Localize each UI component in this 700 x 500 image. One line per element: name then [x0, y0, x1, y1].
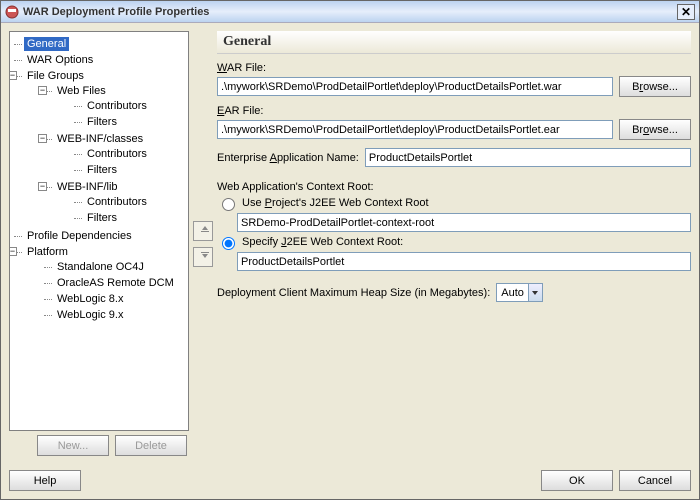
tree-node-filters[interactable]: Filters — [70, 162, 188, 178]
tree-node-webinf-classes[interactable]: −WEB-INF/classes Contributors Filters — [40, 131, 188, 179]
browse-war-button[interactable]: Browse... — [619, 76, 691, 97]
war-file-label: WAR File: — [217, 62, 691, 74]
cancel-button[interactable]: Cancel — [619, 470, 691, 491]
ent-app-input[interactable] — [365, 148, 691, 167]
ear-file-label: EAR File: — [217, 105, 691, 117]
tree-node-standalone-oc4j[interactable]: Standalone OC4J — [40, 259, 188, 275]
war-file-input[interactable] — [217, 77, 613, 96]
tree-node-filters[interactable]: Filters — [70, 210, 188, 226]
tree-node-contributors[interactable]: Contributors — [70, 146, 188, 162]
radio-use-project[interactable] — [222, 198, 235, 211]
specify-context-input[interactable] — [237, 252, 691, 271]
tree-node-general[interactable]: General — [10, 36, 188, 52]
heap-label: Deployment Client Maximum Heap Size (in … — [217, 287, 490, 299]
ent-app-label: Enterprise Application Name: — [217, 152, 359, 164]
help-button[interactable]: Help — [9, 470, 81, 491]
tree-node-profile-dependencies[interactable]: Profile Dependencies — [10, 228, 188, 244]
arrow-up-icon — [200, 224, 210, 234]
move-down-button[interactable] — [193, 247, 213, 267]
project-context-value — [237, 213, 691, 232]
new-button[interactable]: New... — [37, 435, 109, 456]
titlebar: WAR Deployment Profile Properties ✕ — [1, 1, 699, 23]
tree-node-webinf-lib[interactable]: −WEB-INF/lib Contributors Filters — [40, 179, 188, 227]
collapse-icon[interactable]: − — [9, 71, 17, 80]
browse-ear-button[interactable]: Browse... — [619, 119, 691, 140]
tree-node-contributors[interactable]: Contributors — [70, 194, 188, 210]
app-icon — [5, 5, 19, 19]
collapse-icon[interactable]: − — [38, 182, 47, 191]
context-root-label: Web Application's Context Root: — [217, 181, 691, 193]
radio-use-project-label: Use Project's J2EE Web Context Root — [242, 197, 429, 209]
arrow-down-icon — [200, 250, 210, 260]
close-button[interactable]: ✕ — [677, 4, 695, 20]
delete-button[interactable]: Delete — [115, 435, 187, 456]
reorder-buttons — [193, 31, 213, 456]
tree-footer: New... Delete — [9, 431, 189, 456]
collapse-icon[interactable]: − — [9, 247, 17, 256]
tree-node-weblogic8[interactable]: WebLogic 8.x — [40, 291, 188, 307]
radio-specify-label: Specify J2EE Web Context Root: — [242, 236, 403, 248]
dialog-body: General WAR Options −File Groups −Web Fi… — [1, 23, 699, 464]
heap-size-value: Auto — [497, 287, 528, 299]
tree-node-filters[interactable]: Filters — [70, 114, 188, 130]
dialog-footer: Help OK Cancel — [1, 464, 699, 499]
tree-node-oracleas-dcm[interactable]: OracleAS Remote DCM — [40, 275, 188, 291]
radio-specify[interactable] — [222, 237, 235, 250]
heap-size-combo[interactable]: Auto — [496, 283, 543, 302]
collapse-icon[interactable]: − — [38, 86, 47, 95]
window-title: WAR Deployment Profile Properties — [23, 6, 677, 18]
tree-node-platform[interactable]: −Platform Standalone OC4J OracleAS Remot… — [10, 244, 188, 324]
ear-file-input[interactable] — [217, 120, 613, 139]
tree-node-contributors[interactable]: Contributors — [70, 98, 188, 114]
chevron-down-icon — [528, 284, 542, 301]
section-heading: General — [217, 31, 691, 54]
ok-button[interactable]: OK — [541, 470, 613, 491]
tree-node-weblogic9[interactable]: WebLogic 9.x — [40, 307, 188, 323]
nav-tree[interactable]: General WAR Options −File Groups −Web Fi… — [9, 31, 189, 431]
move-up-button[interactable] — [193, 221, 213, 241]
tree-node-file-groups[interactable]: −File Groups −Web Files Contributors Fil… — [10, 68, 188, 228]
content-panel: General WAR File: Browse... EAR File: Br… — [217, 31, 691, 456]
tree-node-war-options[interactable]: WAR Options — [10, 52, 188, 68]
dialog-window: WAR Deployment Profile Properties ✕ Gene… — [0, 0, 700, 500]
collapse-icon[interactable]: − — [38, 134, 47, 143]
tree-node-web-files[interactable]: −Web Files Contributors Filters — [40, 83, 188, 131]
